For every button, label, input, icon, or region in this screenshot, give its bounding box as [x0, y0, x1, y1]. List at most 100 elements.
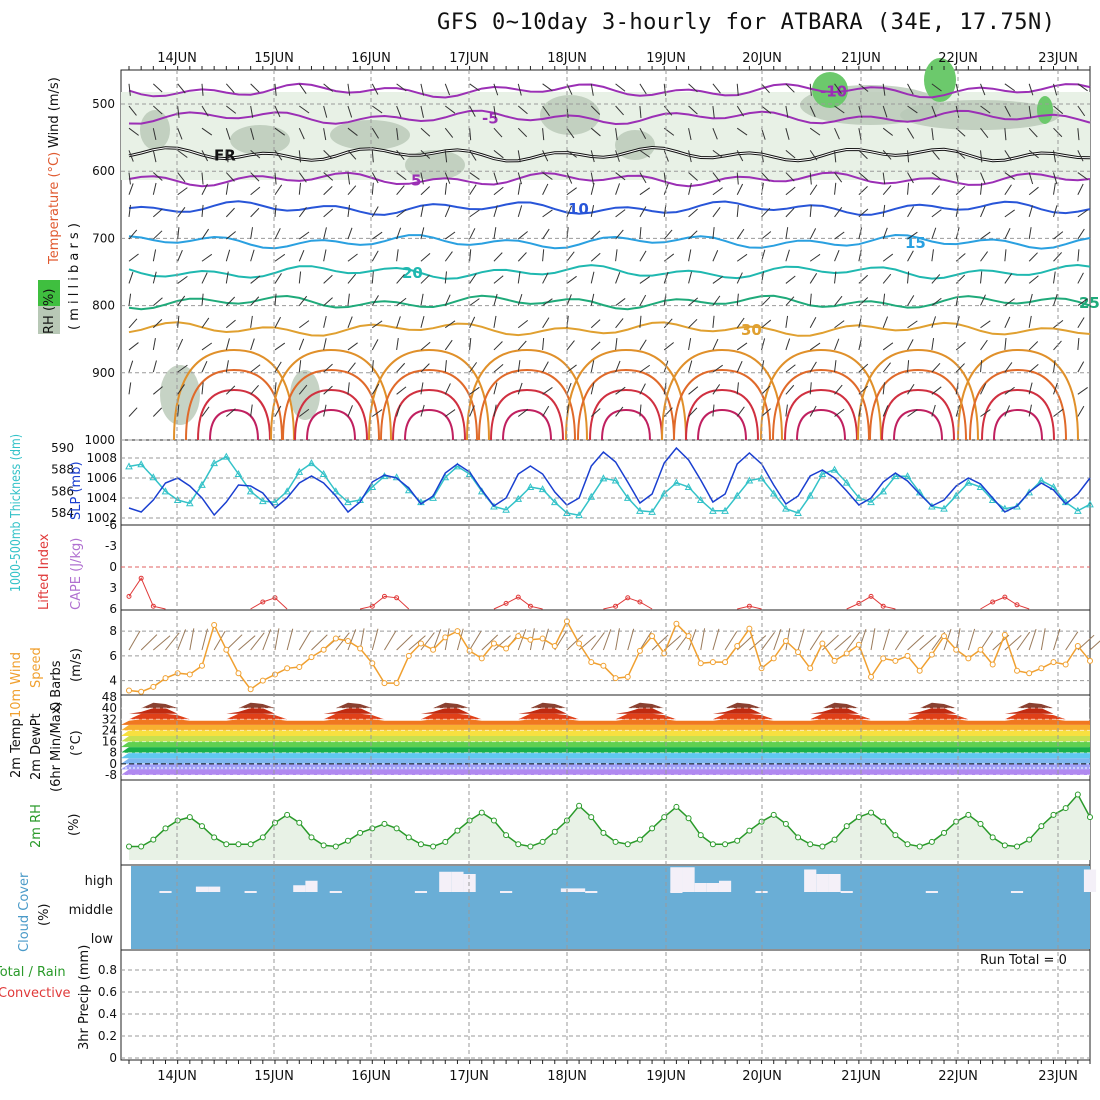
- upper-wind-barb: [493, 127, 503, 138]
- upper-wind-barb: [615, 318, 624, 329]
- wind-speed-point: [953, 646, 960, 653]
- upper-wind-barb: [785, 149, 796, 159]
- upper-wind-barb: [931, 150, 940, 160]
- upper-wind-barb: [444, 182, 448, 195]
- surface-isotherm: [969, 368, 1067, 441]
- upper-wind-barb: [201, 204, 204, 217]
- upper-wind-barb: [834, 83, 842, 94]
- upper-wind-barb: [347, 253, 358, 262]
- upper-wind-barb: [566, 205, 573, 218]
- upper-wind-barb: [809, 150, 818, 161]
- upper-wind-barb: [566, 251, 575, 262]
- upper-wind-barb: [955, 382, 959, 395]
- upper-wind-barb: [639, 276, 651, 284]
- li-point: [272, 595, 278, 601]
- upper-wind-barb: [590, 182, 595, 195]
- upper-wind-barb: [663, 105, 673, 116]
- wind-barb: [311, 634, 328, 651]
- upper-wind-barb: [639, 187, 651, 196]
- upper-wind-barb: [128, 183, 134, 195]
- upper-wind-barb: [1053, 127, 1063, 138]
- upper-wind-barb: [639, 83, 647, 95]
- upper-wind-barb: [566, 83, 573, 95]
- surface-isotherm: [173, 348, 295, 441]
- upper-wind-barb: [152, 318, 163, 329]
- upper-wind-barb: [250, 384, 259, 395]
- upper-wind-barb: [469, 184, 477, 195]
- rh2m-point: [831, 836, 838, 843]
- upper-wind-barb: [882, 172, 886, 185]
- isotherm-line: [128, 263, 1091, 280]
- upper-wind-barb: [785, 404, 788, 417]
- rh2m-point: [795, 834, 802, 841]
- upper-wind-barb: [907, 320, 918, 329]
- precip-tick-label: 0.8: [98, 963, 117, 977]
- thickness-point: [234, 469, 243, 477]
- thickness-point: [806, 491, 815, 499]
- upper-wind-barb: [177, 338, 184, 351]
- upper-wind-barb: [1004, 184, 1012, 195]
- upper-wind-barb: [323, 83, 334, 92]
- upper-wind-barb: [1028, 252, 1038, 262]
- slp-tick-label: 1006: [86, 471, 117, 485]
- upper-wind-barb: [517, 360, 521, 373]
- upper-wind-barb: [980, 339, 988, 351]
- cloud-high-bar: [670, 867, 683, 892]
- upper-wind-barb: [201, 150, 209, 162]
- upper-wind-barb: [347, 362, 356, 373]
- upper-wind-barb: [469, 83, 480, 92]
- upper-wind-barb: [712, 364, 723, 373]
- upper-wind-barb: [128, 271, 134, 284]
- upper-wind-barb: [128, 172, 131, 185]
- wind-speed-point: [673, 620, 680, 627]
- upper-wind-barb: [615, 272, 621, 284]
- upper-wind-barb: [469, 249, 472, 262]
- upper-wind-barb: [420, 316, 425, 328]
- upper-wind-barb: [858, 186, 868, 196]
- wind-speed-point: [1001, 631, 1008, 638]
- temp-band: [121, 713, 1090, 720]
- upper-wind-barb: [396, 209, 407, 218]
- upper-wind-barb: [542, 361, 549, 373]
- wind-barb: [907, 634, 925, 651]
- rh2m-point: [941, 829, 948, 836]
- upper-wind-barb: [323, 315, 327, 328]
- rh2m-area: [129, 794, 1090, 860]
- upper-wind-barb: [371, 250, 379, 262]
- upper-wind-barb: [590, 150, 595, 163]
- upper-wind-barb: [712, 384, 721, 395]
- upper-wind-barb: [955, 186, 966, 196]
- upper-wind-barb: [420, 404, 425, 417]
- upper-wind-barb: [517, 150, 521, 163]
- wind-speed-point: [904, 652, 911, 659]
- precip-panel: 0 0.2 0.4 0.6 0.8: [98, 963, 1090, 1065]
- upper-wind-barb: [469, 316, 476, 328]
- upper-wind-barb: [469, 172, 480, 180]
- upper-wind-barb: [639, 339, 647, 351]
- upper-wind-barb: [396, 362, 406, 373]
- wind-speed-point: [381, 680, 388, 687]
- upper-wind-barb: [274, 273, 282, 284]
- li-point: [126, 593, 132, 599]
- rh2m-point: [527, 843, 534, 850]
- rh2m-point: [576, 802, 583, 809]
- chart-title: GFS 0~10day 3-hourly for ATBARA (34E, 17…: [437, 10, 1056, 35]
- upper-wind-barb: [323, 128, 327, 141]
- thickness-point: [818, 469, 827, 477]
- upper-wind-barb: [907, 127, 915, 139]
- rh2m-point: [259, 834, 266, 841]
- upper-wind-barb: [712, 295, 721, 306]
- wind-speed-point: [1014, 667, 1021, 674]
- upper-wind-barb: [517, 382, 523, 395]
- wind-tick-label: 4: [109, 674, 117, 688]
- upper-wind-barb: [712, 172, 721, 183]
- thickness-point: [867, 498, 875, 506]
- upper-wind-barb: [1077, 150, 1084, 162]
- rh2m-point: [649, 825, 656, 832]
- upper-wind-barb: [1077, 317, 1085, 329]
- wind-barb: [1028, 628, 1037, 651]
- wind-barb: [1040, 628, 1046, 651]
- upper-wind-barb: [907, 271, 910, 284]
- date-label-top: 19JUN: [646, 51, 686, 66]
- precip-axis-labels: Total / Rain Convective 3hr Precip (mm) …: [0, 945, 1067, 1050]
